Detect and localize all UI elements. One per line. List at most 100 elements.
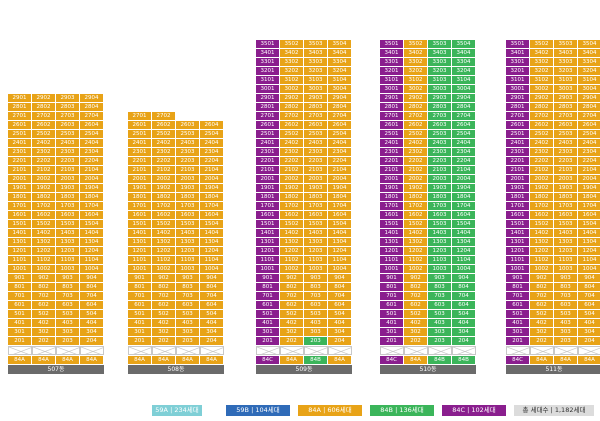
unit-507-1603[interactable]: 1603: [56, 211, 80, 220]
unit-507-703[interactable]: 703: [56, 292, 80, 301]
unit-508-1702[interactable]: 1702: [152, 202, 176, 211]
unit-511-1902[interactable]: 1902: [530, 184, 554, 193]
unit-510-901[interactable]: 901: [380, 274, 404, 283]
unit-509-402[interactable]: 402: [280, 319, 304, 328]
unit-509-2501[interactable]: 2501: [256, 130, 280, 139]
unit-511-2601[interactable]: 2601: [506, 121, 530, 130]
unit-509-703[interactable]: 703: [304, 292, 328, 301]
unit-508-2302[interactable]: 2302: [152, 148, 176, 157]
unit-508-502[interactable]: 502: [152, 310, 176, 319]
unit-507-1401[interactable]: 1401: [8, 229, 32, 238]
unit-511-1003[interactable]: 1003: [554, 265, 578, 274]
unit-509-904[interactable]: 904: [328, 274, 352, 283]
unit-511-2301[interactable]: 2301: [506, 148, 530, 157]
unit-511-2102[interactable]: 2102: [530, 166, 554, 175]
unit-510-1203[interactable]: 1203: [428, 247, 452, 256]
unit-509-2603[interactable]: 2603: [304, 121, 328, 130]
unit-508-2504[interactable]: 2504: [200, 130, 224, 139]
unit-508-2301[interactable]: 2301: [128, 148, 152, 157]
unit-509-3302[interactable]: 3302: [280, 58, 304, 67]
unit-511-2801[interactable]: 2801: [506, 103, 530, 112]
unit-508-2001[interactable]: 2001: [128, 175, 152, 184]
unit-507-2303[interactable]: 2303: [56, 148, 80, 157]
unit-507-602[interactable]: 602: [32, 301, 56, 310]
unit-507-1703[interactable]: 1703: [56, 202, 80, 211]
unit-511-2304[interactable]: 2304: [578, 148, 600, 157]
unit-510-3504[interactable]: 3504: [452, 40, 476, 49]
unit-510-1802[interactable]: 1802: [404, 193, 428, 202]
unit-508-604[interactable]: 604: [200, 301, 224, 310]
unit-507-502[interactable]: 502: [32, 310, 56, 319]
unit-509-1802[interactable]: 1802: [280, 193, 304, 202]
unit-510-1903[interactable]: 1903: [428, 184, 452, 193]
unit-510-1901[interactable]: 1901: [380, 184, 404, 193]
unit-510-803[interactable]: 803: [428, 283, 452, 292]
unit-508-1704[interactable]: 1704: [200, 202, 224, 211]
unit-509-1104[interactable]: 1104: [328, 256, 352, 265]
unit-510-2704[interactable]: 2704: [452, 112, 476, 121]
unit-509-1902[interactable]: 1902: [280, 184, 304, 193]
unit-511-1904[interactable]: 1904: [578, 184, 600, 193]
unit-511-704[interactable]: 704: [578, 292, 600, 301]
unit-507-2003[interactable]: 2003: [56, 175, 80, 184]
unit-507-801[interactable]: 801: [8, 283, 32, 292]
unit-508-1803[interactable]: 1803: [176, 193, 200, 202]
unit-510-2602[interactable]: 2602: [404, 121, 428, 130]
unit-507-1402[interactable]: 1402: [32, 229, 56, 238]
unit-507-2002[interactable]: 2002: [32, 175, 56, 184]
unit-511-2604[interactable]: 2604: [578, 121, 600, 130]
unit-509-404[interactable]: 404: [328, 319, 352, 328]
unit-507-702[interactable]: 702: [32, 292, 56, 301]
unit-508-2603[interactable]: 2603: [176, 121, 200, 130]
unit-507-2504[interactable]: 2504: [80, 130, 104, 139]
unit-511-1104[interactable]: 1104: [578, 256, 600, 265]
unit-507-1004[interactable]: 1004: [80, 265, 104, 274]
unit-509-502[interactable]: 502: [280, 310, 304, 319]
unit-511-2803[interactable]: 2803: [554, 103, 578, 112]
unit-508-1201[interactable]: 1201: [128, 247, 152, 256]
unit-511-2002[interactable]: 2002: [530, 175, 554, 184]
unit-508-404[interactable]: 404: [200, 319, 224, 328]
unit-510-2603[interactable]: 2603: [428, 121, 452, 130]
unit-508-2403[interactable]: 2403: [176, 139, 200, 148]
unit-510-3401[interactable]: 3401: [380, 49, 404, 58]
unit-509-1601[interactable]: 1601: [256, 211, 280, 220]
unit-509-1403[interactable]: 1403: [304, 229, 328, 238]
unit-510-1904[interactable]: 1904: [452, 184, 476, 193]
unit-509-1404[interactable]: 1404: [328, 229, 352, 238]
unit-508-1402[interactable]: 1402: [152, 229, 176, 238]
unit-508-1203[interactable]: 1203: [176, 247, 200, 256]
unit-510-3303[interactable]: 3303: [428, 58, 452, 67]
unit-511-1702[interactable]: 1702: [530, 202, 554, 211]
unit-509-1101[interactable]: 1101: [256, 256, 280, 265]
unit-510-1204[interactable]: 1204: [452, 247, 476, 256]
unit-511-1402[interactable]: 1402: [530, 229, 554, 238]
unit-508-504[interactable]: 504: [200, 310, 224, 319]
unit-511-1301[interactable]: 1301: [506, 238, 530, 247]
unit-508-401[interactable]: 401: [128, 319, 152, 328]
unit-511-1204[interactable]: 1204: [578, 247, 600, 256]
unit-507-1304[interactable]: 1304: [80, 238, 104, 247]
unit-510-2901[interactable]: 2901: [380, 94, 404, 103]
unit-507-2301[interactable]: 2301: [8, 148, 32, 157]
unit-509-3002[interactable]: 3002: [280, 85, 304, 94]
unit-508-1601[interactable]: 1601: [128, 211, 152, 220]
unit-509-401[interactable]: 401: [256, 319, 280, 328]
unit-508-2401[interactable]: 2401: [128, 139, 152, 148]
unit-507-1003[interactable]: 1003: [56, 265, 80, 274]
unit-510-3301[interactable]: 3301: [380, 58, 404, 67]
unit-507-1404[interactable]: 1404: [80, 229, 104, 238]
unit-510-3004[interactable]: 3004: [452, 85, 476, 94]
unit-511-2401[interactable]: 2401: [506, 139, 530, 148]
unit-510-2503[interactable]: 2503: [428, 130, 452, 139]
unit-510-504[interactable]: 504: [452, 310, 476, 319]
unit-507-1201[interactable]: 1201: [8, 247, 32, 256]
unit-509-2102[interactable]: 2102: [280, 166, 304, 175]
unit-508-2202[interactable]: 2202: [152, 157, 176, 166]
unit-509-2203[interactable]: 2203: [304, 157, 328, 166]
unit-511-2101[interactable]: 2101: [506, 166, 530, 175]
unit-509-2001[interactable]: 2001: [256, 175, 280, 184]
unit-511-903[interactable]: 903: [554, 274, 578, 283]
unit-510-702[interactable]: 702: [404, 292, 428, 301]
unit-510-2301[interactable]: 2301: [380, 148, 404, 157]
